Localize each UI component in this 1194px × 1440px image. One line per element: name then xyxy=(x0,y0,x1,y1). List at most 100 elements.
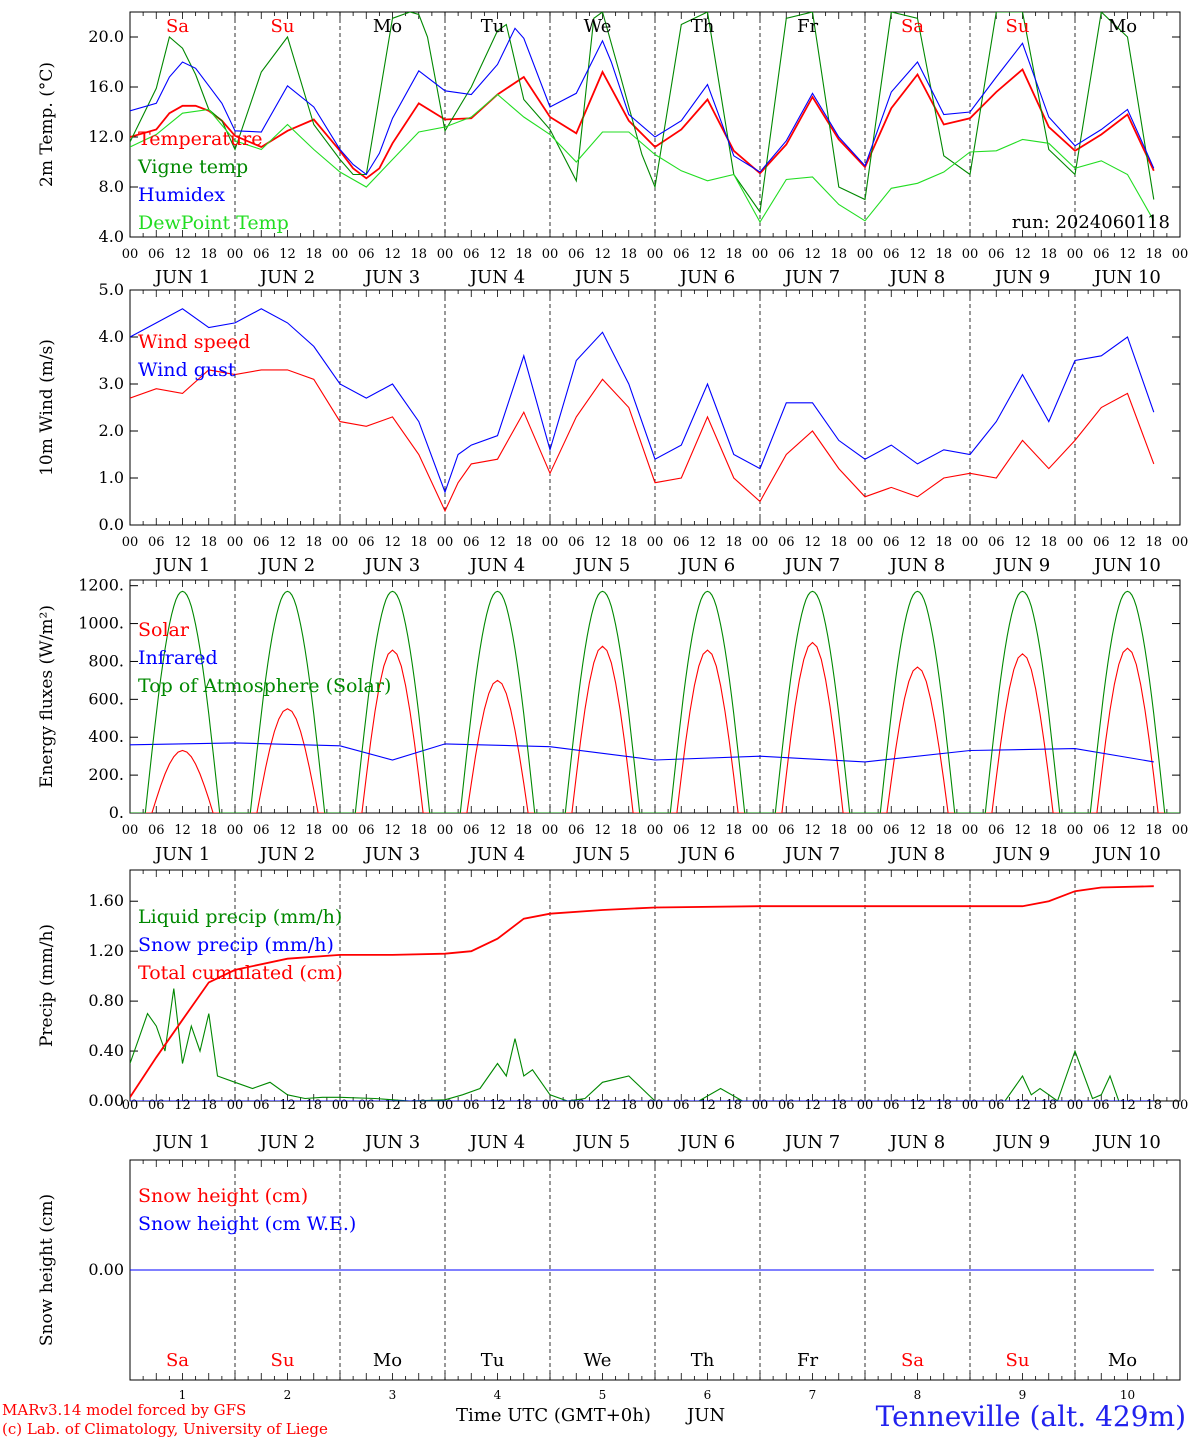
date-label: JUN 5 xyxy=(573,555,630,576)
hour-label: 00 xyxy=(122,535,139,550)
legend-dewpoint-temp: DewPoint Temp xyxy=(138,212,289,234)
legend-wind-speed: Wind speed xyxy=(138,331,250,353)
station-name: Tenneville (alt. 429m) xyxy=(875,1400,1186,1433)
panel-3: 0. 200. 400. 600. 800. 1000. 1200. Energy fluxe… xyxy=(37,576,1188,865)
hour-label: 12 xyxy=(174,247,191,262)
date-label: JUN 1 xyxy=(153,844,210,865)
hour-label: 00 xyxy=(227,1098,244,1113)
hour-label: 12 xyxy=(699,535,716,550)
legend-solar: Solar xyxy=(138,619,190,641)
y-tick-label: 4.0 xyxy=(99,227,124,246)
day-name: Mo xyxy=(373,1350,402,1371)
model-credit: MARv3.14 model forced by GFS xyxy=(2,1401,247,1419)
hour-label: 12 xyxy=(909,823,926,838)
hour-label: 00 xyxy=(437,247,454,262)
legend-top-of-atmosphere-solar: Top of Atmosphere (Solar) xyxy=(138,675,391,697)
hour-label: 18 xyxy=(935,535,952,550)
day-name: Tu xyxy=(481,16,505,37)
date-label: JUN 10 xyxy=(1092,1132,1161,1153)
series-group xyxy=(130,590,1180,813)
hour-label: 18 xyxy=(410,1098,427,1113)
hour-label: 18 xyxy=(1040,1098,1057,1113)
hour-label: 12 xyxy=(804,247,821,262)
date-label: JUN 10 xyxy=(1092,555,1161,576)
hour-label: 18 xyxy=(1040,535,1057,550)
hour-label: 06 xyxy=(1093,535,1110,550)
hour-label: 06 xyxy=(463,247,480,262)
date-label: JUN 1 xyxy=(153,555,210,576)
hour-label: 18 xyxy=(515,1098,532,1113)
hour-label: 12 xyxy=(489,823,506,838)
date-label: JUN 7 xyxy=(783,1132,840,1153)
hour-label: 12 xyxy=(909,247,926,262)
day-name: Su xyxy=(271,16,295,37)
date-label: JUN 6 xyxy=(678,267,735,288)
day-name: We xyxy=(584,16,612,37)
day-number: 5 xyxy=(599,1388,607,1400)
run-annotation: run: 2024060118 xyxy=(1012,212,1170,233)
y-tick-label: 0.80 xyxy=(88,991,124,1010)
legend-liquid-precip-mm-h: Liquid precip (mm/h) xyxy=(138,906,342,928)
date-label: JUN 9 xyxy=(993,1132,1050,1153)
hour-label: 18 xyxy=(935,247,952,262)
hour-label: 12 xyxy=(1014,1098,1031,1113)
date-label: JUN 8 xyxy=(888,267,945,288)
date-label: JUN 4 xyxy=(468,555,525,576)
y-axis-title: Energy fluxes (W/m²) xyxy=(37,605,57,788)
hour-label: 18 xyxy=(515,247,532,262)
hour-label: 18 xyxy=(725,823,742,838)
day-name: Su xyxy=(1006,16,1030,37)
hour-label: 00 xyxy=(962,535,979,550)
hour-label: 06 xyxy=(988,247,1005,262)
hour-label: 00 xyxy=(1067,535,1084,550)
hour-label: 18 xyxy=(515,823,532,838)
hour-label: 06 xyxy=(988,823,1005,838)
hour-label: 18 xyxy=(410,247,427,262)
day-number: 2 xyxy=(284,1388,292,1400)
hour-label: 00 xyxy=(437,1098,454,1113)
hour-label: 00 xyxy=(227,247,244,262)
lab-credit: (c) Lab. of Climatology, University of L… xyxy=(2,1420,328,1438)
hour-label: 00 xyxy=(647,823,664,838)
hour-label: 18 xyxy=(200,1098,217,1113)
day-number: 1 xyxy=(179,1388,187,1400)
y-axis-title: 10m Wind (m/s) xyxy=(37,339,57,476)
hour-label: 06 xyxy=(148,247,165,262)
hour-label: 06 xyxy=(883,535,900,550)
y-tick-label: 20.0 xyxy=(88,27,124,46)
date-label: JUN 5 xyxy=(573,267,630,288)
hour-label: 00 xyxy=(332,823,349,838)
hour-label: 00 xyxy=(227,823,244,838)
y-tick-label: 600. xyxy=(88,689,124,708)
meteogram-chart: 4.08.012.016.020.02m Temp. (°C)00 06 12 18J… xyxy=(37,11,1188,1400)
hour-label: 12 xyxy=(489,247,506,262)
day-number: 3 xyxy=(389,1388,397,1400)
hour-label: 18 xyxy=(410,823,427,838)
date-label: JUN 6 xyxy=(678,1132,735,1153)
hour-label: 18 xyxy=(200,823,217,838)
y-tick-label: 0.0 xyxy=(99,515,124,534)
date-label: JUN 5 xyxy=(573,1132,630,1153)
hour-label: 12 xyxy=(174,1098,191,1113)
x-axis-month: JUN xyxy=(687,1405,726,1426)
hour-label: 18 xyxy=(305,823,322,838)
hour-label: 00 xyxy=(437,823,454,838)
legend-total-cumulated-cm: Total cumulated (cm) xyxy=(138,962,343,984)
panel-4: 0.00 0.40 0.80 1.20 1.60 Precip (mm/h) 00 06 12 1… xyxy=(37,869,1188,1153)
y-tick-label: 400. xyxy=(88,727,124,746)
hour-label: 12 xyxy=(804,535,821,550)
hour-label: 06 xyxy=(358,823,375,838)
date-label: JUN 8 xyxy=(888,555,945,576)
series-wind-gust xyxy=(130,308,1155,494)
hour-label: 00 xyxy=(1067,247,1084,262)
hour-label: 18 xyxy=(830,535,847,550)
hour-label: 12 xyxy=(804,823,821,838)
hour-label: 18 xyxy=(305,1098,322,1113)
date-label: JUN 8 xyxy=(888,844,945,865)
hour-label: 12 xyxy=(699,823,716,838)
date-label: JUN 3 xyxy=(363,1132,420,1153)
hour-label: 00 xyxy=(962,823,979,838)
hour-label: 18 xyxy=(200,535,217,550)
hour-label: 12 xyxy=(909,1098,926,1113)
date-label: JUN 10 xyxy=(1092,844,1161,865)
